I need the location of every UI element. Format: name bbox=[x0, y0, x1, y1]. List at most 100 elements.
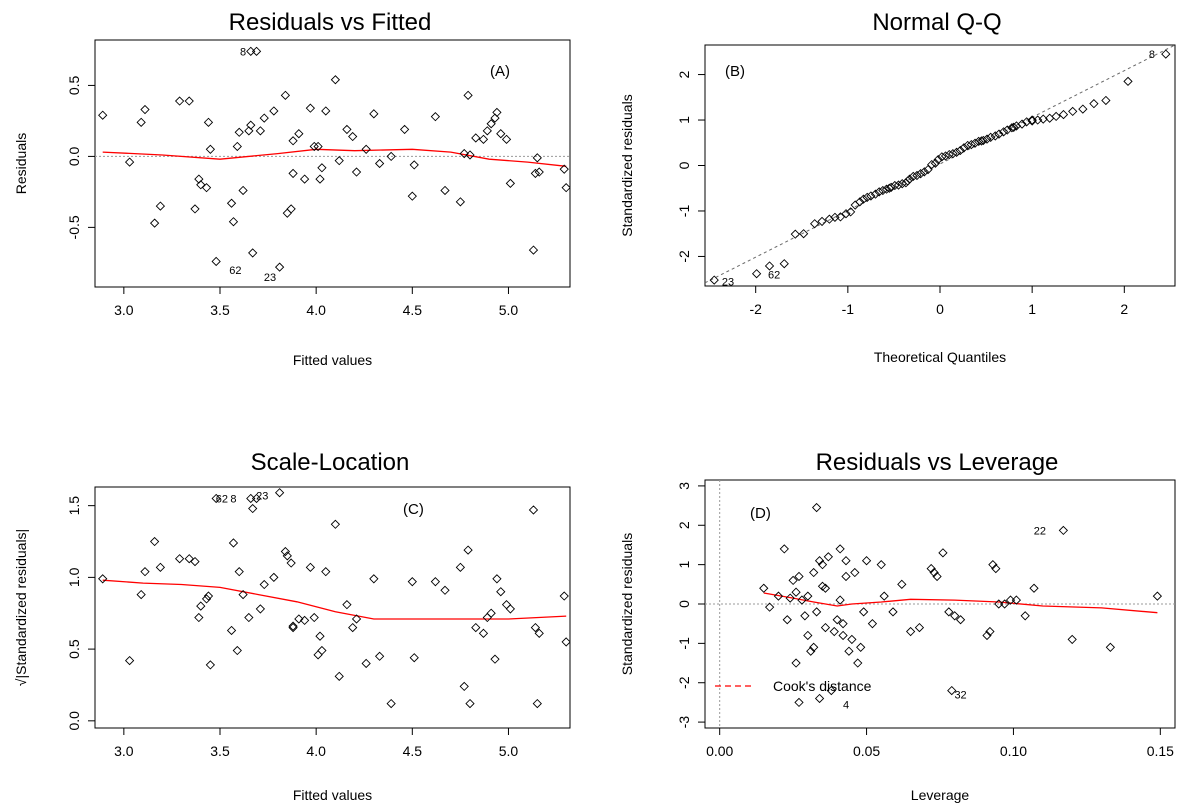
data-point bbox=[1067, 634, 1077, 645]
data-point bbox=[282, 208, 292, 218]
data-point bbox=[955, 145, 965, 156]
y-tick-label: 1.5 bbox=[66, 496, 82, 516]
data-point bbox=[386, 698, 396, 709]
data-point bbox=[203, 591, 214, 601]
data-point bbox=[259, 113, 269, 123]
data-point bbox=[835, 212, 846, 222]
data-point bbox=[299, 174, 310, 184]
y-axis-label: Residuals bbox=[13, 133, 29, 194]
x-axis-label: Leverage bbox=[911, 787, 970, 803]
data-point bbox=[478, 628, 489, 638]
data-point bbox=[1020, 611, 1030, 621]
data-point bbox=[847, 634, 857, 645]
data-point bbox=[386, 151, 396, 162]
y-tick-label: 0.5 bbox=[66, 639, 82, 659]
data-point bbox=[794, 571, 804, 582]
data-point bbox=[299, 615, 310, 626]
data-point bbox=[897, 579, 907, 589]
data-point bbox=[155, 562, 166, 572]
data-point bbox=[505, 604, 516, 614]
data-point bbox=[280, 546, 291, 557]
qq-reference-line bbox=[704, 44, 1176, 284]
data-point bbox=[985, 626, 995, 637]
chart-title: Normal Q-Q bbox=[872, 9, 1001, 36]
data-point bbox=[1152, 591, 1163, 601]
data-point bbox=[982, 134, 992, 144]
data-point bbox=[98, 574, 108, 584]
data-point bbox=[874, 187, 884, 197]
data-point bbox=[926, 563, 936, 574]
smooth-line bbox=[763, 592, 1158, 614]
data-point bbox=[966, 139, 976, 150]
data-point bbox=[890, 180, 900, 191]
y-tick-label: -2 bbox=[676, 676, 692, 689]
data-point bbox=[855, 197, 865, 207]
data-point bbox=[149, 536, 160, 547]
data-point bbox=[184, 96, 194, 106]
data-point bbox=[988, 559, 998, 570]
data-point bbox=[440, 585, 450, 595]
data-point bbox=[835, 595, 845, 605]
data-point bbox=[124, 157, 135, 167]
data-marks: 8 62 23 bbox=[98, 46, 570, 284]
data-point bbox=[351, 167, 362, 177]
data-point bbox=[806, 646, 816, 656]
data-point bbox=[259, 579, 269, 590]
data-point bbox=[155, 201, 166, 211]
data-point bbox=[286, 558, 296, 568]
point-label: 22 bbox=[1034, 525, 1046, 537]
data-point bbox=[1011, 121, 1022, 131]
data-point bbox=[947, 685, 957, 696]
data-point bbox=[870, 189, 881, 199]
data-point bbox=[211, 256, 221, 267]
data-point bbox=[811, 607, 822, 617]
x-tick-label: 5.0 bbox=[499, 743, 519, 759]
data-point bbox=[194, 612, 204, 623]
data-point bbox=[829, 626, 839, 637]
x-tick-label: 4.0 bbox=[306, 743, 326, 759]
data-point bbox=[963, 140, 973, 151]
data-point bbox=[255, 604, 266, 614]
data-point bbox=[932, 571, 942, 582]
data-point bbox=[1011, 595, 1022, 605]
data-point bbox=[940, 151, 951, 161]
data-point bbox=[561, 637, 570, 647]
y-axis-label: Standardized residuals bbox=[619, 533, 635, 675]
data-point bbox=[861, 556, 872, 566]
x-tick-label: 3.5 bbox=[210, 302, 230, 318]
data-point bbox=[232, 141, 242, 152]
data-point bbox=[937, 152, 947, 162]
data-point bbox=[269, 106, 279, 116]
data-point bbox=[982, 630, 992, 641]
y-tick-label: -2 bbox=[676, 250, 692, 263]
data-point bbox=[933, 154, 943, 165]
data-point bbox=[407, 191, 417, 201]
data-point bbox=[824, 214, 835, 224]
x-tick-label: 0.05 bbox=[853, 743, 880, 759]
chart-title: Scale-Location bbox=[251, 449, 410, 476]
x-axis-label: Theoretical Quantiles bbox=[874, 349, 1006, 365]
data-point bbox=[251, 46, 262, 56]
data-point bbox=[759, 583, 769, 593]
data-point bbox=[136, 589, 146, 600]
data-point bbox=[1058, 525, 1069, 536]
data-point bbox=[841, 571, 851, 582]
data-point bbox=[313, 650, 323, 660]
data-point bbox=[211, 493, 221, 504]
y-axis-label: Standardized residuals bbox=[619, 94, 635, 236]
data-point bbox=[959, 143, 969, 153]
data-point bbox=[190, 204, 200, 214]
data-point bbox=[228, 217, 239, 227]
data-point bbox=[399, 124, 410, 135]
data-point bbox=[203, 117, 214, 127]
data-point bbox=[482, 612, 492, 623]
y-tick-label: -1 bbox=[676, 205, 692, 218]
data-point bbox=[294, 129, 304, 139]
data-point bbox=[886, 182, 896, 192]
data-point bbox=[950, 611, 960, 621]
data-point bbox=[140, 104, 150, 115]
x-axis-label: Fitted values bbox=[293, 352, 372, 368]
data-point bbox=[248, 248, 258, 258]
data-point bbox=[226, 625, 237, 636]
